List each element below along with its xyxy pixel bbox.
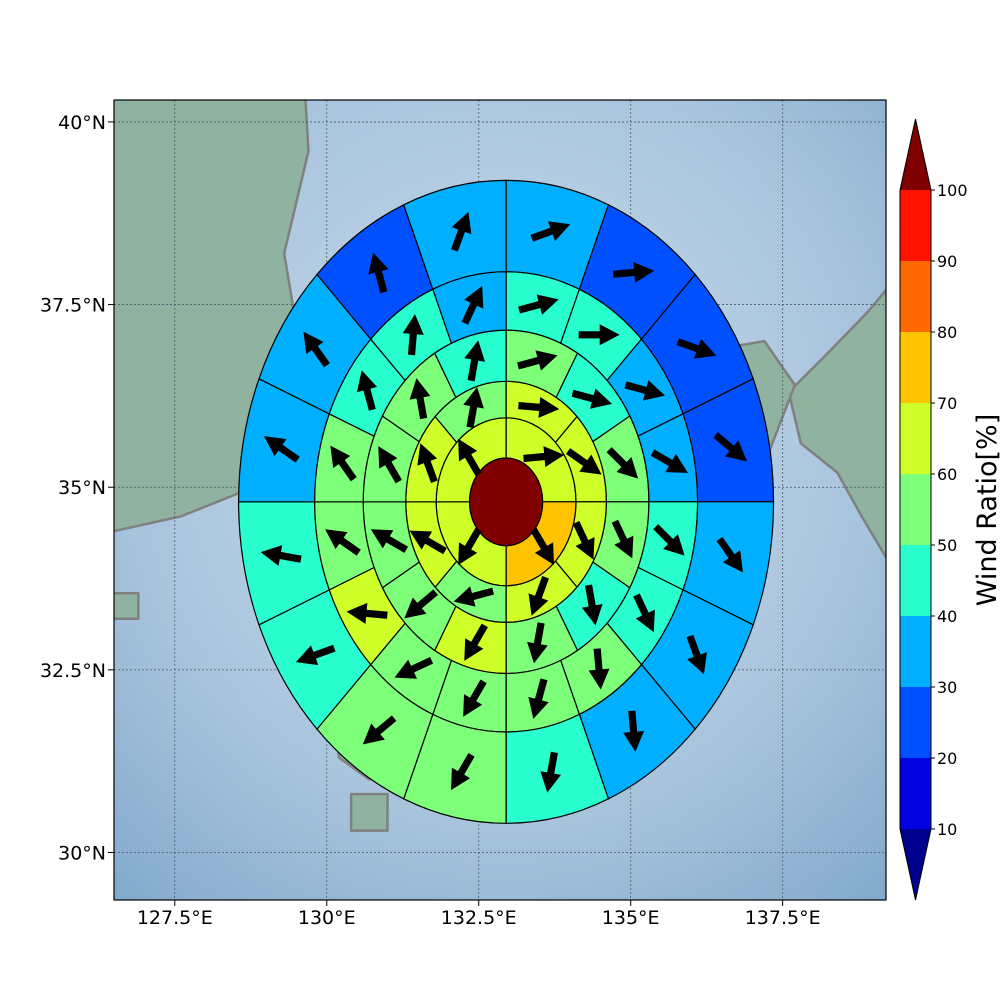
wind-arrow [458, 527, 482, 565]
colorbar-segment [900, 758, 931, 829]
wind-arrow [362, 715, 397, 745]
y-tick-label: 40°N [58, 112, 106, 134]
wind-arrow [713, 432, 747, 462]
colorbar-segment [900, 545, 931, 616]
colorbar-segment [900, 332, 931, 403]
colorbar-tick-label: 10 [937, 820, 957, 839]
wind-arrow [394, 657, 434, 679]
wind-arrow [517, 350, 558, 371]
colorbar-segment [900, 190, 931, 261]
y-tick-label: 30°N [58, 843, 106, 865]
x-tick-label: 137.5°E [745, 907, 821, 929]
wind-arrow [518, 396, 560, 418]
wind-arrow [613, 262, 655, 283]
colorbar-title: Wind Ratio[%] [972, 414, 1000, 606]
wind-arrow [260, 545, 302, 566]
wind-arrow [409, 530, 447, 555]
wind-arrow [402, 314, 424, 356]
wind-arrow [409, 378, 431, 420]
wind-arrow [530, 221, 571, 242]
colorbar-segment [900, 687, 931, 758]
colorbar-tick-label: 60 [937, 465, 957, 484]
wind-arrow [523, 446, 565, 468]
wind-arrow [451, 211, 472, 252]
wind-arrow [624, 380, 666, 401]
wind-arrow [540, 751, 562, 793]
wind-arrow [686, 634, 707, 675]
colorbar-segment [900, 474, 931, 545]
wind-arrow [588, 648, 610, 690]
wind-arrow [528, 678, 549, 719]
colorbar-under-triangle [900, 829, 931, 900]
x-tick-label: 127.5°E [137, 907, 213, 929]
wind-arrow [633, 593, 655, 633]
center-circle [469, 457, 544, 547]
wind-arrow [264, 436, 300, 463]
wind-arrow [606, 447, 639, 479]
wind-arrow [303, 331, 330, 368]
colorbar-segment [900, 261, 931, 332]
wind-arrow [650, 449, 688, 473]
wind-arrow [464, 340, 486, 382]
wind-arrow [572, 520, 595, 560]
wind-arrow [581, 584, 603, 626]
wind-arrow [368, 252, 389, 294]
honshu-east-land [787, 287, 886, 560]
wind-arrow [518, 294, 559, 315]
wind-arrow [653, 524, 685, 556]
plot-frame [113, 99, 887, 901]
wind-arrow [527, 622, 548, 664]
wind-arrow [325, 529, 361, 556]
wind-arrow [461, 286, 484, 325]
wind-arrow [378, 446, 402, 484]
wind-arrow [295, 644, 336, 666]
wind-arrow [565, 448, 602, 475]
colorbar-tick-label: 40 [937, 607, 957, 626]
jeju-land [114, 591, 140, 620]
x-tick-label: 135°E [602, 907, 660, 929]
wind-arrow [463, 386, 484, 428]
wind-arrow [528, 576, 549, 616]
y-tick-label: 32.5°N [40, 660, 106, 682]
wind-arrow [404, 589, 439, 619]
colorbar-segment [900, 403, 931, 474]
colorbar-tick-label: 80 [937, 323, 957, 342]
axis-ticks: 127.5°E 130°E 132.5°E 135°E 137.5°E 30°N 32.5°… [40, 112, 821, 929]
wind-arrow [716, 536, 743, 573]
wind-arrow [458, 438, 482, 477]
sectors [237, 179, 775, 824]
colorbar-over-triangle [900, 119, 931, 190]
wind-arrow [450, 752, 475, 791]
wind-arrow [417, 443, 438, 483]
colorbar-tick-label: 100 [937, 181, 968, 200]
wind-arrow [611, 519, 634, 559]
wind-arrow [578, 324, 620, 346]
x-tick-label: 132.5°E [441, 907, 517, 929]
colorbar-segment [900, 616, 931, 687]
wind-arrow [464, 623, 488, 661]
wind-arrow [453, 586, 495, 607]
y-tick-label: 35°N [58, 477, 106, 499]
wind-arrow [346, 602, 388, 624]
wind-arrow [623, 710, 645, 752]
colorbar-tick-label: 50 [937, 536, 957, 555]
colorbar-tick-label: 20 [937, 749, 957, 768]
sector-cell [402, 179, 507, 291]
wind-arrow [370, 529, 409, 553]
y-tick-label: 37.5°N [40, 295, 106, 317]
wind-arrow [463, 679, 487, 717]
colorbar-tick-label: 30 [937, 678, 957, 697]
yakushima-land [349, 792, 389, 832]
wind-arrow [571, 388, 613, 409]
colorbar-tick-label: 90 [937, 252, 957, 271]
wind-arrow [676, 338, 717, 359]
x-tick-label: 130°E [298, 907, 356, 929]
wind-arrows [260, 211, 747, 793]
colorbar: 10 20 30 40 50 60 70 80 90 100 Wind Ratio[%] [899, 118, 1000, 901]
wind-arrow [330, 445, 357, 482]
wind-arrow [356, 370, 378, 411]
wind-arrow [530, 527, 555, 565]
colorbar-tick-label: 70 [937, 394, 957, 413]
